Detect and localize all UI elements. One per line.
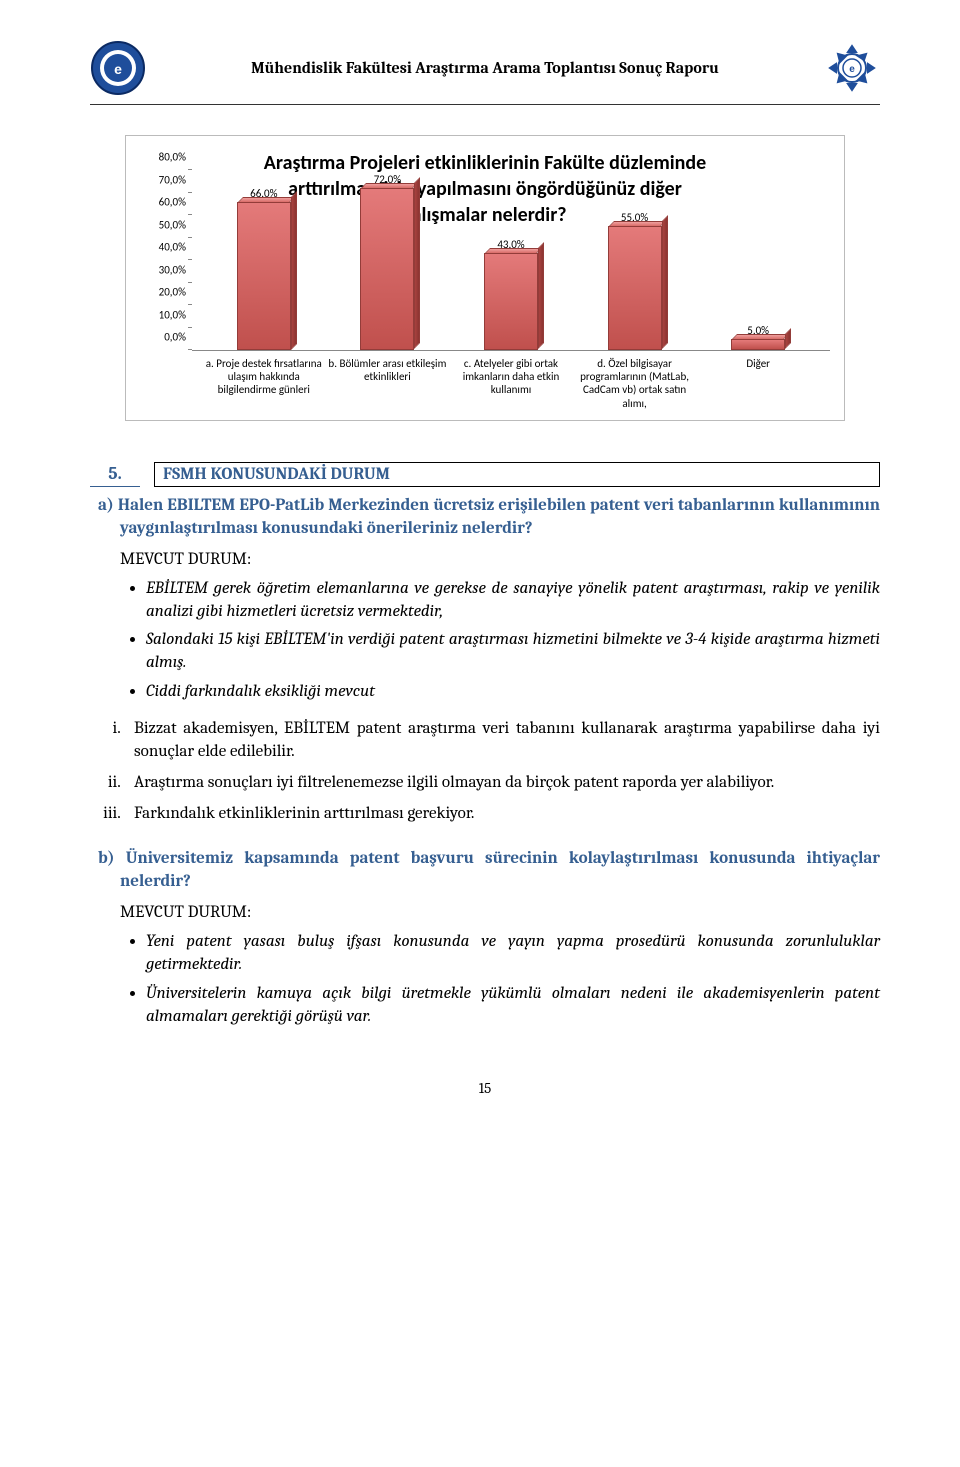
bar-slot: 72,0%	[326, 170, 450, 350]
x-axis-labels: a. Proje destek fırsatlarına ulaşım hakk…	[192, 351, 830, 410]
y-tick: 70,0%	[159, 173, 186, 186]
section-number: 5.	[90, 461, 140, 487]
bar	[484, 253, 538, 350]
list-item: Üniversitelerin kamuya açık bilgi üretme…	[146, 983, 880, 1029]
list-item: Bizzat akademisyen, EBİLTEM patent araşt…	[124, 718, 880, 764]
bar-slot: 55,0%	[573, 170, 697, 350]
x-label: b. Bölümler arası etkileşim etkinlikleri	[326, 357, 450, 410]
y-tick: 0,0%	[164, 331, 186, 344]
y-tick: 80,0%	[159, 151, 186, 164]
y-tick: 20,0%	[159, 286, 186, 299]
part-a-heading: a) Halen EBILTEM EPO-PatLib Merkezinden …	[120, 495, 880, 541]
bar-slot: 66,0%	[202, 170, 326, 350]
page-header: e Mühendislik Fakültesi Araştırma Arama …	[90, 40, 880, 105]
y-tick: 40,0%	[159, 241, 186, 254]
bar-slot: 43,0%	[449, 170, 573, 350]
bars-row: 66,0% 72,0% 43,0% 55,0%	[192, 170, 830, 350]
chart-plot: 0,0% 10,0% 20,0% 30,0% 40,0% 50,0% 60,0%…	[192, 170, 830, 351]
bar-chart-container: Araştırma Projeleri etkinliklerinin Fakü…	[125, 135, 845, 421]
list-item: Ciddi farkındalık eksikliği mevcut	[146, 681, 880, 704]
x-label: d. Özel bilgisayar programlarının (MatLa…	[573, 357, 697, 410]
x-label: a. Proje destek fırsatlarına ulaşım hakk…	[202, 357, 326, 410]
svg-text:e: e	[849, 64, 855, 75]
logo-right: e	[824, 40, 880, 96]
section-header-row: 5. FSMH KONUSUNDAKİ DURUM	[90, 461, 880, 487]
bar-slot: 5,0%	[696, 170, 820, 350]
y-tick: 50,0%	[159, 218, 186, 231]
section-title: FSMH KONUSUNDAKİ DURUM	[154, 462, 880, 487]
x-label: Diğer	[696, 357, 820, 410]
y-axis: 0,0% 10,0% 20,0% 30,0% 40,0% 50,0% 60,0%…	[140, 170, 192, 350]
y-tick: 10,0%	[159, 308, 186, 321]
bar	[608, 226, 662, 350]
roman-list: Bizzat akademisyen, EBİLTEM patent araşt…	[90, 718, 880, 826]
list-item: Salondaki 15 kişi EBİLTEM'in verdiği pat…	[146, 629, 880, 675]
x-label: c. Atelyeler gibi ortak imkanların daha …	[449, 357, 573, 410]
chart-area: 0,0% 10,0% 20,0% 30,0% 40,0% 50,0% 60,0%…	[192, 170, 830, 410]
page-number: 15	[90, 1079, 880, 1097]
mevcut-label-b: MEVCUT DURUM:	[120, 902, 880, 925]
part-b-heading: b) Üniversitemiz kapsamında patent başvu…	[120, 848, 880, 894]
list-item: Araştırma sonuçları iyi filtrelenemezse …	[124, 772, 880, 795]
part-b-bullets: Yeni patent yasası buluş ifşası konusund…	[146, 931, 880, 1029]
list-item: EBİLTEM gerek öğretim elemanlarına ve ge…	[146, 578, 880, 624]
list-item: Yeni patent yasası buluş ifşası konusund…	[146, 931, 880, 977]
list-item: Farkındalık etkinliklerinin arttırılması…	[124, 803, 880, 826]
part-a-bullets: EBİLTEM gerek öğretim elemanlarına ve ge…	[146, 578, 880, 705]
bar	[237, 202, 291, 351]
y-tick: 60,0%	[159, 196, 186, 209]
page-container: e Mühendislik Fakültesi Araştırma Arama …	[0, 0, 960, 1137]
y-tick: 30,0%	[159, 263, 186, 276]
bar	[360, 188, 414, 350]
svg-text:e: e	[114, 61, 122, 77]
logo-left: e	[90, 40, 146, 96]
header-title: Mühendislik Fakültesi Araştırma Arama To…	[146, 59, 824, 77]
mevcut-label-a: MEVCUT DURUM:	[120, 549, 880, 572]
bar	[731, 339, 785, 350]
